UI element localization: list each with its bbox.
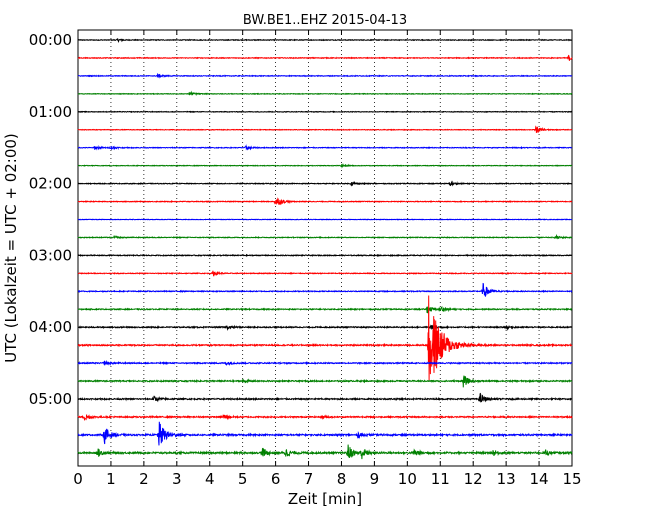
trace-0430 (77, 359, 573, 366)
x-tick-label: 2 (139, 470, 149, 488)
vertical-gridlines (110, 30, 540, 466)
x-tick-label: 12 (464, 470, 483, 488)
y-tick-label: 00:00 (29, 31, 72, 49)
trace-0545 (77, 444, 573, 460)
x-tick-label: 11 (431, 470, 450, 488)
x-tick-label: 14 (530, 470, 549, 488)
trace-0530 (77, 421, 573, 446)
x-tick-label: 15 (562, 470, 581, 488)
x-tick-label: 6 (271, 470, 281, 488)
trace-0015 (77, 54, 573, 61)
trace-0200 (77, 180, 573, 187)
y-tick-label: 05:00 (29, 390, 72, 408)
y-tick-label: 02:00 (29, 175, 72, 193)
trace-0100 (77, 110, 573, 114)
trace-0145 (77, 163, 572, 169)
y-axis-ticks: 00:00 01:00 02:00 03:00 04:00 05:00 (29, 31, 572, 408)
trace-0315 (77, 270, 573, 277)
trace-0300 (77, 253, 573, 258)
x-tick-label: 5 (238, 470, 248, 488)
trace-0330 (77, 282, 573, 297)
trace-0030 (77, 72, 573, 79)
y-axis-label: UTC (Lokalzeit = UTC + 02:00) (2, 133, 20, 363)
x-tick-label: 3 (172, 470, 182, 488)
y-tick-label: 03:00 (29, 246, 72, 264)
x-tick-label: 10 (398, 470, 417, 488)
x-tick-label: 4 (205, 470, 215, 488)
trace-0415 (77, 295, 573, 381)
trace-lines (77, 37, 573, 460)
trace-0515 (77, 414, 573, 421)
x-axis-ticks: 0 1 2 3 4 5 6 7 8 9 10 11 12 13 14 15 (73, 30, 582, 488)
trace-0345 (77, 305, 573, 314)
trace-0215 (77, 197, 573, 206)
trace-0400 (77, 324, 573, 332)
plot-frame (77, 29, 573, 467)
trace-0445 (77, 375, 573, 388)
x-tick-label: 7 (304, 470, 314, 488)
x-tick-label: 8 (337, 470, 347, 488)
trace-0115 (77, 125, 573, 133)
x-tick-label: 1 (106, 470, 116, 488)
chart-title: BW.BE1..EHZ 2015-04-13 (243, 13, 407, 28)
y-tick-label: 01:00 (29, 103, 72, 121)
x-tick-label: 13 (497, 470, 516, 488)
trace-0245 (77, 233, 573, 240)
y-tick-label: 04:00 (29, 318, 72, 336)
x-tick-label: 9 (370, 470, 380, 488)
x-tick-label: 0 (73, 470, 83, 488)
x-axis-label: Zeit [min] (288, 490, 362, 508)
trace-0500 (77, 392, 573, 403)
trace-0045 (77, 90, 573, 97)
trace-0130 (77, 144, 573, 151)
trace-0000 (77, 37, 572, 43)
